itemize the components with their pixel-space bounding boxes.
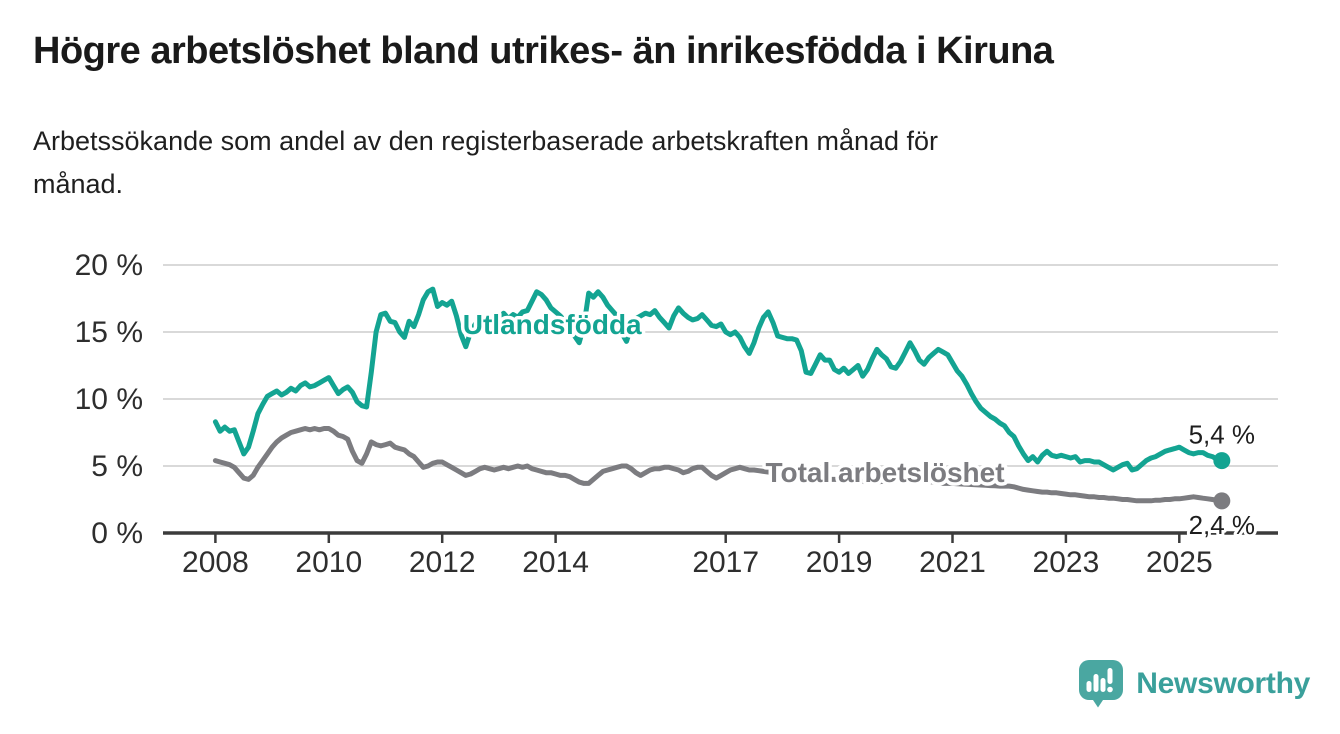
x-axis-tick-label: 2008 xyxy=(182,546,249,579)
y-axis-tick-label: 0 % xyxy=(91,517,143,550)
series-label-total: Total arbetslöshet xyxy=(765,457,1004,488)
x-axis-tick-label: 2014 xyxy=(522,546,589,579)
x-axis-tick-label: 2023 xyxy=(1033,546,1100,579)
series-line-utlandsfodda xyxy=(212,286,1225,473)
chart-subtitle: Arbetssökande som andel av den registerb… xyxy=(33,126,939,200)
series-label-utlandsfodda: Utlandsfödda xyxy=(463,309,642,340)
end-dot-utlandsfodda xyxy=(1213,452,1231,470)
series-line-total xyxy=(212,426,1225,504)
chart-title: Högre arbetslöshet bland utrikes- än inr… xyxy=(33,30,1054,72)
y-axis-tick-label: 15 % xyxy=(75,316,143,349)
newsworthy-logo-text: Newsworthy xyxy=(1136,667,1310,700)
x-axis-tick-label: 2025 xyxy=(1146,546,1213,579)
end-value-label-total: 2,4 % xyxy=(1189,510,1256,540)
end-dot-total xyxy=(1213,492,1231,510)
y-axis-tick-label: 10 % xyxy=(75,383,143,416)
y-axis-tick-label: 20 % xyxy=(75,249,143,282)
newsworthy-icon xyxy=(1079,660,1124,708)
x-axis-tick-label: 2010 xyxy=(295,546,362,579)
x-axis-tick-label: 2019 xyxy=(806,546,873,579)
x-axis-tick-label: 2021 xyxy=(919,546,986,579)
y-axis-tick-label: 5 % xyxy=(91,450,143,483)
end-value-label-utlandsfodda: 5,4 % xyxy=(1189,420,1256,450)
newsworthy-logo: Newsworthy xyxy=(1079,660,1310,708)
x-axis-tick-label: 2012 xyxy=(409,546,476,579)
x-axis-tick-label: 2017 xyxy=(692,546,759,579)
